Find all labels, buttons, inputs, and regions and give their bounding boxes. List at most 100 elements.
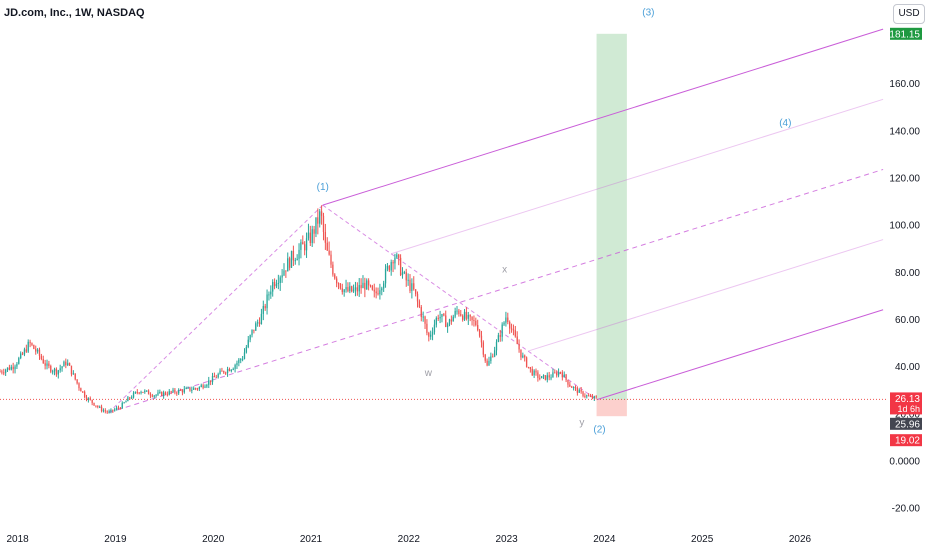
candle-body (539, 377, 541, 379)
candle-body (548, 375, 550, 378)
candle-body (317, 217, 319, 224)
candle-body (527, 366, 530, 368)
candle-body (381, 288, 383, 291)
candle-body (206, 384, 208, 387)
candle-body (520, 349, 522, 358)
candle-body (525, 357, 528, 367)
candle-body (305, 238, 308, 251)
candle-body (529, 367, 532, 369)
candle-body (108, 411, 110, 413)
candle-body (473, 319, 475, 321)
candle-body (480, 335, 483, 343)
fork-inner-upper-line[interactable] (391, 98, 884, 255)
candle-body (130, 397, 133, 399)
candle-body (187, 387, 189, 389)
candle-body (213, 376, 216, 378)
candle-body (501, 324, 503, 337)
candle-body (178, 389, 180, 394)
fork-leg-1[interactable] (108, 204, 324, 414)
candle-body (495, 341, 498, 351)
candle-body (16, 363, 18, 367)
candle-body (296, 258, 298, 261)
candle-body (245, 347, 248, 353)
candle-body (478, 330, 481, 336)
profit-zone[interactable] (596, 33, 627, 400)
candle-body (97, 406, 99, 408)
candle-body (422, 316, 424, 318)
candle-body (272, 281, 274, 292)
price-label-countdown: 1d 6h (897, 404, 920, 414)
candle-body (535, 370, 537, 373)
fork-leg-2[interactable] (322, 204, 597, 401)
candle-body (458, 310, 460, 315)
price-label-text: 25.96 (895, 419, 920, 430)
y-tick-label: 100.00 (889, 221, 920, 232)
wave-label: w (424, 368, 433, 379)
candle-body (12, 366, 14, 370)
candle-body (522, 355, 524, 358)
candle-body (512, 329, 515, 331)
candle-body (448, 319, 451, 325)
candle-body (174, 389, 176, 393)
candle-body (217, 374, 219, 378)
candle-body (424, 316, 426, 324)
candle-body (185, 388, 187, 390)
candle-body (234, 365, 236, 369)
candle-body (243, 352, 246, 359)
candle-body (576, 387, 579, 393)
candle-body (78, 383, 80, 389)
candle-body (524, 355, 526, 358)
candle-body (334, 274, 336, 279)
symbol-title: JD.com, Inc., 1W, NASDAQ (4, 7, 145, 19)
fork-median-line[interactable] (108, 168, 884, 414)
candle-body (198, 387, 201, 390)
candle-body (565, 374, 567, 380)
candle-body (588, 395, 590, 397)
candle-body (475, 320, 477, 326)
x-tick-label: 2021 (300, 534, 323, 545)
candle-body (392, 262, 394, 264)
candle-body (533, 370, 535, 376)
candle-body (366, 280, 368, 290)
candle-body (100, 406, 103, 411)
candle-body (505, 317, 507, 323)
candle-body (74, 373, 76, 380)
candle-body (215, 377, 217, 379)
candle-body (354, 287, 357, 290)
candle-body (123, 402, 125, 404)
fork-inner-lower-line[interactable] (527, 239, 884, 352)
candle-body (531, 368, 533, 376)
candle-body (232, 368, 234, 370)
candle-body (179, 389, 182, 391)
candle-body (398, 254, 400, 258)
candle-body (266, 294, 268, 309)
candle-body (369, 285, 372, 287)
stop-zone[interactable] (596, 399, 627, 417)
candle-body (288, 258, 291, 268)
wave-label: y (579, 418, 584, 429)
currency-button[interactable]: USD (893, 4, 925, 24)
candle-body (6, 367, 9, 370)
candle-body (48, 363, 50, 366)
candle-body (65, 361, 67, 366)
candle-body (1, 371, 3, 373)
candle-body (486, 360, 488, 366)
candle-body (488, 360, 490, 366)
candle-body (322, 215, 325, 232)
fork-upper-tine[interactable] (322, 28, 884, 206)
candle-body (238, 359, 240, 363)
x-tick-label: 2019 (104, 534, 127, 545)
x-tick-label: 2024 (593, 534, 616, 545)
wave-label: (4) (779, 118, 791, 129)
candle-body (20, 353, 22, 359)
candle-body (371, 285, 374, 290)
candle-body (283, 270, 285, 276)
candle-body (33, 345, 35, 349)
candle-body (27, 341, 29, 352)
candle-body (431, 332, 434, 335)
fork-lower-tine[interactable] (596, 309, 884, 401)
candle-body (375, 291, 377, 294)
candle-body (401, 272, 404, 276)
